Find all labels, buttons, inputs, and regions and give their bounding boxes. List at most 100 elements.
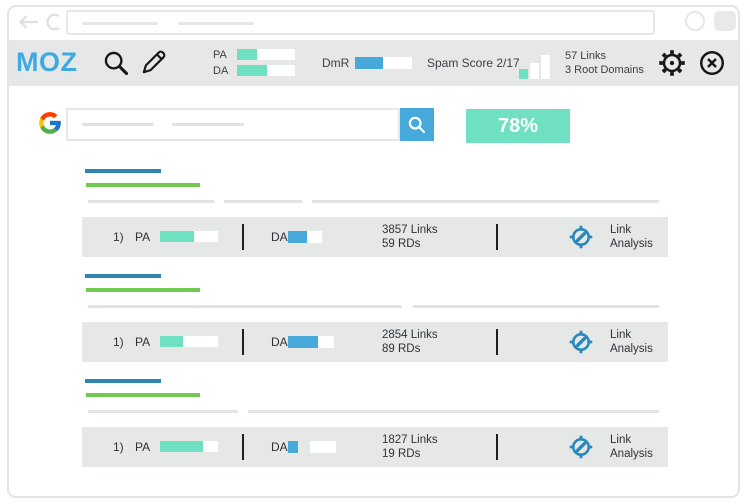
- pencil-icon[interactable]: [139, 48, 168, 82]
- result-links-summary: 2854 Links 89 RDs: [382, 328, 438, 356]
- link-analysis-button[interactable]: Link Analysis: [610, 223, 653, 251]
- toolbar-da-rest: [267, 65, 295, 76]
- toolbar-pa-rest: [257, 49, 295, 60]
- pa-label: PA: [135, 230, 151, 244]
- divider: [242, 224, 244, 250]
- dmr-bar: [355, 57, 413, 69]
- da-label: DA: [271, 440, 288, 454]
- da-label: DA: [271, 335, 288, 349]
- result-rank: 1): [113, 335, 124, 349]
- root-domains-count: 3 Root Domains: [565, 64, 644, 76]
- search-input[interactable]: [66, 108, 400, 141]
- link-analysis-label-2: Analysis: [610, 238, 653, 250]
- da-label: DA: [271, 230, 288, 244]
- search-result: 1) PA DA 3857 Links 59 RDs: [9, 169, 669, 264]
- result-title-line[interactable]: [85, 169, 161, 173]
- menu-square-icon: [714, 11, 736, 31]
- pa-bar: [160, 336, 218, 347]
- close-circle-icon[interactable]: [698, 49, 726, 82]
- link-analysis-label-2: Analysis: [610, 448, 653, 460]
- snippet-line: [312, 200, 659, 203]
- da-bar: [237, 65, 295, 76]
- mozbar-result-metrics: 1) PA DA 1827 Links 19 RDs: [82, 427, 668, 467]
- browser-chrome: [9, 7, 738, 40]
- link-analysis-label-2: Analysis: [610, 343, 653, 355]
- result-links-summary: 3857 Links 59 RDs: [382, 223, 438, 251]
- result-links-summary: 1827 Links 19 RDs: [382, 433, 438, 461]
- snippet-lines: [9, 410, 669, 413]
- page-optimization-badge: 78%: [466, 109, 570, 143]
- result-pa-fill: [160, 231, 194, 242]
- result-pa-fill: [160, 336, 183, 347]
- toolbar-da-fill: [237, 65, 267, 76]
- mozbar-result-metrics: 1) PA DA 3857 Links 59 RDs: [82, 217, 668, 257]
- snippet-line: [224, 200, 302, 203]
- toolbar-pa-da-metrics: PA DA: [213, 48, 295, 80]
- result-da-fill: [288, 441, 298, 453]
- back-arrow-icon[interactable]: [17, 13, 40, 31]
- browser-window: MOZ PA: [7, 5, 740, 498]
- links-count: 57 Links: [565, 50, 606, 62]
- compass-gauge-icon[interactable]: [568, 434, 594, 465]
- divider: [242, 329, 244, 355]
- refresh-icon[interactable]: [44, 12, 64, 32]
- compass-gauge-icon[interactable]: [568, 224, 594, 255]
- snippet-lines: [9, 305, 669, 308]
- pa-label: PA: [135, 440, 151, 454]
- result-pa-rest: [194, 231, 218, 242]
- divider: [242, 434, 244, 460]
- results: 1) PA DA 3857 Links 59 RDs: [9, 7, 738, 496]
- result-da-fill: [288, 336, 318, 348]
- toolbar-pa-fill: [237, 49, 257, 60]
- result-url-line: [86, 183, 200, 187]
- url-placeholder-line: [178, 22, 254, 25]
- result-da-rest: [307, 231, 322, 243]
- link-analysis-label-1: Link: [610, 329, 632, 341]
- pa-bar: [160, 231, 218, 242]
- result-pa-fill: [160, 441, 203, 452]
- mozbar-result-metrics: 1) PA DA 2854 Links 89 RDs: [82, 322, 668, 362]
- snippet-line: [88, 200, 214, 203]
- snippet-line: [88, 410, 238, 413]
- da-bar: [288, 336, 334, 348]
- link-analysis-label-1: Link: [610, 434, 632, 446]
- result-url-line: [86, 288, 200, 292]
- google-g-icon: [37, 110, 63, 141]
- result-rds-count: 89 RDs: [382, 343, 421, 355]
- moz-toolbar: MOZ PA: [9, 40, 738, 86]
- snippet-line: [413, 305, 659, 308]
- search-icon[interactable]: [102, 49, 130, 82]
- link-analysis-button[interactable]: Link Analysis: [610, 328, 653, 356]
- query-placeholder-line: [82, 123, 154, 126]
- dmr-label: DmR: [322, 56, 350, 70]
- url-placeholder-line: [82, 22, 158, 25]
- gear-icon[interactable]: [657, 48, 687, 83]
- link-analysis-button[interactable]: Link Analysis: [610, 433, 653, 461]
- profile-circle-icon: [685, 11, 705, 31]
- result-url-line: [86, 393, 200, 397]
- toolbar-links-summary: 57 Links 3 Root Domains: [565, 49, 644, 77]
- result-da-rest: [310, 441, 336, 453]
- divider: [496, 434, 498, 460]
- toolbar-dmr-metric: DmR: [322, 56, 413, 70]
- result-rds-count: 19 RDs: [382, 448, 421, 460]
- result-title-line[interactable]: [85, 379, 161, 383]
- da-label: DA: [213, 64, 229, 77]
- result-links-count: 3857 Links: [382, 224, 438, 236]
- url-bar[interactable]: [66, 10, 655, 35]
- spam-bar-filled: [519, 69, 528, 79]
- result-da-rest: [318, 336, 334, 348]
- snippet-line: [248, 410, 659, 413]
- link-analysis-label-1: Link: [610, 224, 632, 236]
- pa-bar: [237, 49, 295, 60]
- result-rank: 1): [113, 230, 124, 244]
- moz-logo[interactable]: MOZ: [16, 47, 78, 77]
- search-button[interactable]: [400, 108, 434, 141]
- result-title-line[interactable]: [85, 274, 161, 278]
- da-bar: [288, 441, 336, 453]
- compass-gauge-icon[interactable]: [568, 329, 594, 360]
- spam-bar: [530, 63, 539, 79]
- result-rds-count: 59 RDs: [382, 238, 421, 250]
- divider: [496, 329, 498, 355]
- pa-bar: [160, 441, 218, 452]
